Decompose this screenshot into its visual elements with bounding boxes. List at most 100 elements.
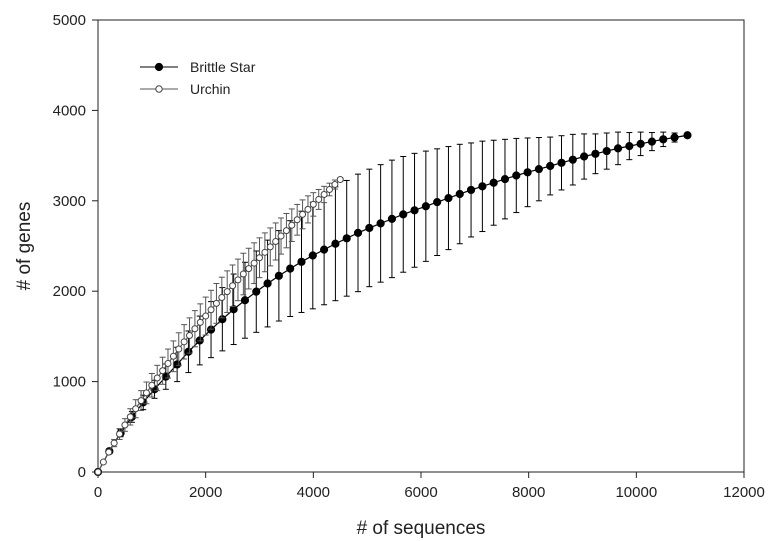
data-point <box>282 227 290 235</box>
data-point <box>613 144 623 153</box>
data-point <box>478 182 487 191</box>
x-tick-label: 0 <box>94 484 102 501</box>
data-point <box>218 294 226 302</box>
series-layer <box>93 131 692 477</box>
data-point <box>353 228 363 237</box>
data-point <box>212 299 220 307</box>
data-point <box>207 306 215 314</box>
data-point <box>223 288 231 296</box>
data-point <box>202 312 210 320</box>
data-point <box>277 232 285 240</box>
series-brittle-star <box>93 131 692 477</box>
data-point <box>433 198 442 207</box>
data-point <box>239 270 247 278</box>
data-point <box>99 458 107 466</box>
data-point <box>286 264 295 273</box>
data-point <box>534 165 543 174</box>
data-point <box>309 200 317 208</box>
data-point <box>191 325 199 333</box>
data-point <box>245 265 253 273</box>
x-tick-label: 2000 <box>189 484 222 501</box>
data-point <box>173 360 182 369</box>
data-points-urchin <box>94 176 344 476</box>
data-point <box>523 168 532 177</box>
data-point <box>376 219 385 228</box>
series-line-urchin <box>97 179 341 473</box>
data-point <box>116 430 124 438</box>
y-tick-label: 4000 <box>53 102 86 119</box>
x-tick-label: 6000 <box>404 484 437 501</box>
data-point <box>272 237 280 245</box>
data-point <box>659 135 668 144</box>
data-point <box>288 221 296 229</box>
data-point <box>132 405 140 413</box>
x-axis-ticks: 0 2000 4000 6000 8000 10000 12000 <box>94 472 765 501</box>
legend-item-urchin: Urchin <box>140 81 230 97</box>
data-point <box>591 149 600 158</box>
data-point <box>299 210 307 218</box>
data-point <box>636 139 645 148</box>
data-point <box>105 448 113 456</box>
x-tick-label: 4000 <box>297 484 330 501</box>
y-tick-label: 0 <box>78 464 86 481</box>
legend: Brittle Star Urchin <box>140 59 256 97</box>
data-point <box>580 152 589 161</box>
data-point <box>196 318 204 326</box>
legend-marker-brittle-star <box>154 62 164 72</box>
data-point <box>164 360 172 368</box>
x-tick-label: 12000 <box>723 484 765 501</box>
y-tick-label: 3000 <box>53 193 86 210</box>
data-point <box>229 305 238 314</box>
data-point <box>557 158 566 167</box>
data-point <box>142 389 150 397</box>
data-points-brittle-star <box>93 131 692 477</box>
data-point <box>421 202 430 211</box>
data-point <box>184 347 193 356</box>
data-point <box>387 214 397 223</box>
data-point <box>331 181 339 189</box>
data-point <box>455 189 464 199</box>
data-point <box>546 161 555 171</box>
data-point <box>320 245 329 254</box>
data-point <box>670 133 679 142</box>
data-point <box>625 142 634 151</box>
data-point <box>153 374 161 382</box>
data-point <box>240 296 250 305</box>
series-urchin <box>94 176 344 476</box>
data-point <box>126 413 134 421</box>
data-point <box>137 397 145 405</box>
data-point <box>159 367 167 375</box>
data-point <box>342 234 351 243</box>
data-point <box>647 137 657 146</box>
x-axis-label: # of sequences <box>357 518 486 539</box>
data-point <box>218 315 227 324</box>
y-tick-label: 1000 <box>53 374 86 391</box>
legend-marker-urchin <box>155 85 163 93</box>
data-point <box>365 223 374 233</box>
data-point <box>512 171 521 180</box>
data-point <box>399 210 408 219</box>
data-point <box>229 282 237 290</box>
y-tick-label: 5000 <box>53 12 86 29</box>
data-point <box>466 185 476 195</box>
data-point <box>336 176 344 184</box>
data-point <box>331 239 340 248</box>
error-bars-brittle-star <box>106 131 691 454</box>
data-point <box>266 243 274 251</box>
legend-label-urchin: Urchin <box>190 81 230 97</box>
data-point <box>568 155 577 164</box>
data-point <box>315 195 323 203</box>
data-point <box>175 345 183 353</box>
data-point <box>94 468 102 476</box>
legend-label-brittle-star: Brittle Star <box>190 59 256 75</box>
data-point <box>489 178 498 187</box>
data-point <box>293 216 301 224</box>
y-tick-label: 2000 <box>53 283 86 300</box>
data-point <box>297 257 306 266</box>
data-point <box>256 254 263 262</box>
legend-item-brittle-star: Brittle Star <box>140 59 256 75</box>
y-axis-ticks: 0 1000 2000 3000 4000 5000 <box>53 12 98 481</box>
data-point <box>186 331 194 339</box>
series-line-brittle-star <box>97 134 688 473</box>
